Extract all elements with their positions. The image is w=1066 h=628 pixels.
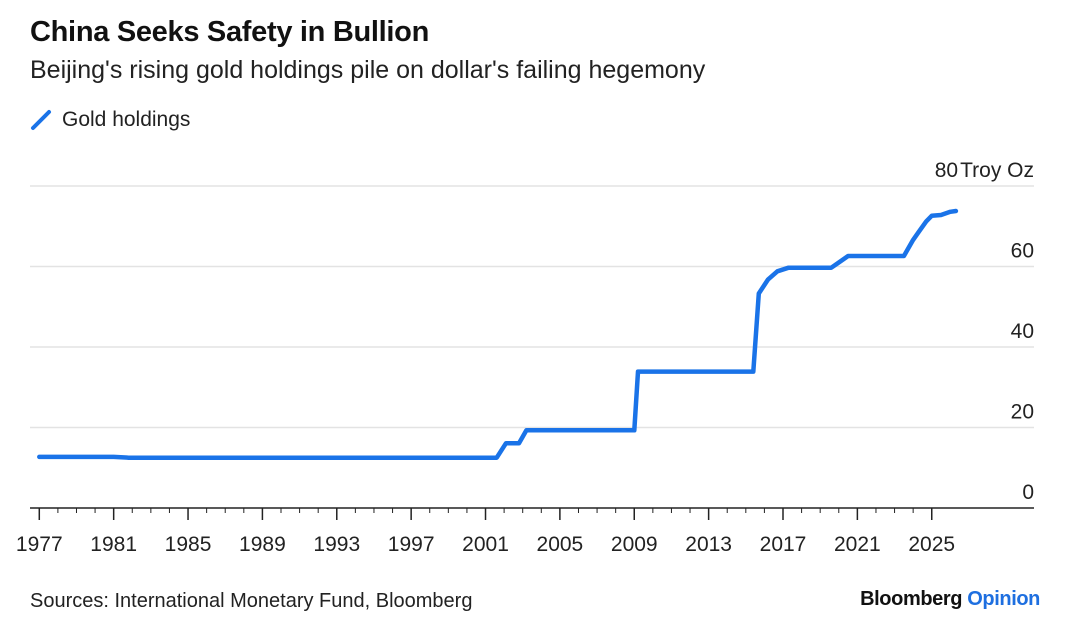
x-tick-label: 1993 <box>313 533 360 556</box>
legend: Gold holdings <box>30 108 190 132</box>
series-line-gold-holdings <box>37 208 959 460</box>
chart-subtitle: Beijing's rising gold holdings pile on d… <box>30 56 706 84</box>
chart-title: China Seeks Safety in Bullion <box>30 16 430 48</box>
x-tick-label: 2005 <box>537 533 584 556</box>
x-tick-label: 1989 <box>239 533 286 556</box>
y-tick-label: 60 <box>1011 240 1034 263</box>
source-note: Sources: International Monetary Fund, Bl… <box>30 590 473 612</box>
y-tick-label: 80Troy Oz <box>935 159 1034 182</box>
x-tick-label: 2009 <box>611 533 658 556</box>
gridlines <box>30 185 1034 429</box>
bloomberg-opinion-logo: Bloomberg Opinion <box>860 588 1040 611</box>
brand-secondary: Opinion <box>967 588 1040 610</box>
legend-line-icon <box>31 110 51 130</box>
series-layer <box>37 208 959 460</box>
x-tick-label: 1985 <box>165 533 212 556</box>
x-tick-label: 2021 <box>834 533 881 556</box>
x-tick-label: 2017 <box>760 533 807 556</box>
y-tick-label: 20 <box>1011 401 1034 424</box>
x-tick-label: 2025 <box>908 533 955 556</box>
x-tick-label: 2001 <box>462 533 509 556</box>
y-tick-label: 40 <box>1011 320 1034 343</box>
y-axis: 0 20 40 60 80Troy Oz <box>935 159 1034 504</box>
x-tick-label: 1977 <box>16 533 63 556</box>
legend-label: Gold holdings <box>62 108 191 131</box>
y-tick-label: 0 <box>1022 481 1034 504</box>
x-tick-label: 2013 <box>685 533 732 556</box>
x-tick-label: 1997 <box>388 533 435 556</box>
y-unit-label: Troy Oz <box>960 159 1034 182</box>
x-axis-labels: 1977 1981 1985 1989 1993 1997 2001 2005 2009 2013… <box>16 533 955 556</box>
x-axis <box>30 507 1034 520</box>
x-tick-label: 1981 <box>90 533 137 556</box>
brand-primary: Bloomberg <box>860 588 963 610</box>
